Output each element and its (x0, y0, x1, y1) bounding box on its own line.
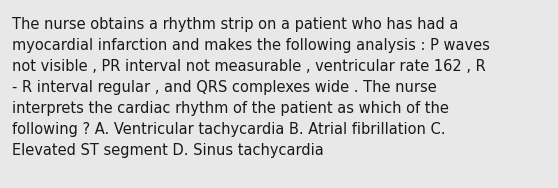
Text: The nurse obtains a rhythm strip on a patient who has had a
myocardial infarctio: The nurse obtains a rhythm strip on a pa… (12, 17, 490, 158)
